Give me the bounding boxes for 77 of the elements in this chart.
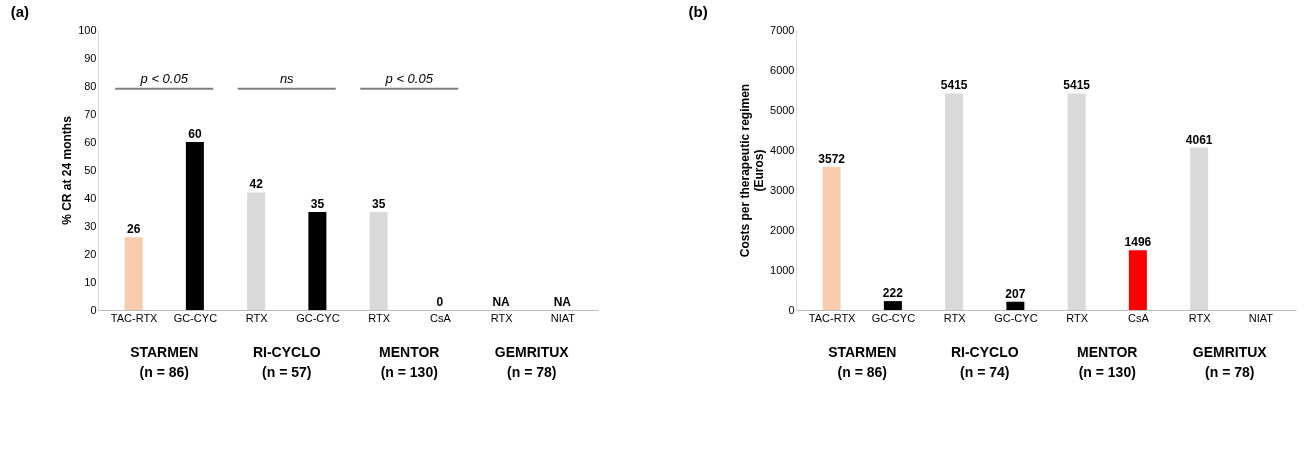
y-tick-label: 3000 <box>770 183 795 196</box>
data-label: 26 <box>126 222 141 237</box>
y-tick-label: 90 <box>84 51 97 64</box>
x-tick-label: GC-CYC <box>173 311 218 324</box>
x-tick-label: CsA <box>429 311 452 324</box>
text: RI-CYCLO (n = 74) <box>950 344 1019 380</box>
x-tick-label: GC-CYC <box>994 311 1038 324</box>
data-label: 3572 <box>818 152 846 167</box>
data-label: 0 <box>436 295 444 309</box>
y-tick-label: 0 <box>788 303 795 316</box>
x-tick-label: RTX <box>245 311 269 324</box>
text: MENTOR (n = 130) <box>379 344 440 380</box>
bar <box>822 167 841 310</box>
y-tick-label: 40 <box>84 191 97 204</box>
data-label: 35 <box>310 197 325 211</box>
x-tick-label: RTX <box>1188 311 1212 324</box>
bar <box>185 142 204 310</box>
x-tick-label: NIAT <box>550 311 576 324</box>
x-tick-label: RTX <box>490 311 514 324</box>
bar <box>945 93 964 310</box>
chart-title: (a) <box>10 3 29 20</box>
bar <box>1006 301 1025 310</box>
y-tick-label: 6000 <box>770 63 795 76</box>
y-tick-label: 7000 <box>770 23 795 36</box>
y-axis-title: % CR at 24 months <box>60 115 75 225</box>
text: RI-CYCLO (n = 57) <box>252 344 321 380</box>
y-tick-label: 1000 <box>770 263 795 276</box>
text: STARMEN (n = 86) <box>130 344 199 380</box>
y-tick-label: 80 <box>84 79 97 92</box>
y-tick-label: 0 <box>90 303 97 316</box>
y-tick-label: 30 <box>84 219 97 232</box>
x-tick-label: TAC-RTX <box>110 311 159 324</box>
data-label: 42 <box>249 177 264 192</box>
text: MENTOR (n = 130) <box>1077 344 1138 380</box>
text: NA <box>492 295 510 309</box>
bar <box>883 301 902 310</box>
data-label: 4061 <box>1185 132 1213 147</box>
text: NA <box>553 295 572 309</box>
data-label: 1496 <box>1124 235 1152 250</box>
bar <box>1190 147 1209 310</box>
data-label: 5415 <box>940 78 968 93</box>
bar <box>1128 250 1147 310</box>
x-tick-label: NIAT <box>1248 311 1274 324</box>
x-tick-label: RTX <box>1066 311 1089 324</box>
x-tick-label: GC-CYC <box>296 311 340 324</box>
bar <box>247 192 266 310</box>
x-tick-label: CsA <box>1127 311 1150 324</box>
y-tick-label: 70 <box>84 107 97 120</box>
text: GEMRITUX (n = 78) <box>1192 344 1268 380</box>
y-tick-label: 2000 <box>770 223 795 236</box>
bar <box>369 212 388 310</box>
text: GEMRITUX (n = 78) <box>494 344 570 380</box>
y-tick-label: 4000 <box>770 143 795 156</box>
y-tick-label: 5000 <box>770 103 795 116</box>
y-tick-label: 100 <box>78 23 97 36</box>
y-tick-label: 10 <box>84 275 97 288</box>
x-tick-label: GC-CYC <box>871 311 916 324</box>
data-label: 5415 <box>1063 78 1091 93</box>
annotation: ns <box>279 70 295 86</box>
bar <box>124 237 143 310</box>
y-tick-label: 60 <box>84 135 97 148</box>
annotation: p < 0.05 <box>139 70 189 86</box>
y-tick-label: 50 <box>84 163 97 176</box>
x-tick-label: RTX <box>943 311 967 324</box>
y-tick-label: 20 <box>84 247 97 260</box>
y-axis-title: Costs per therapeutic regimen (Euros) <box>738 83 767 258</box>
data-label: 60 <box>188 127 202 141</box>
bar <box>308 212 327 310</box>
data-label: 207 <box>1005 286 1026 301</box>
x-tick-label: TAC-RTX <box>808 311 857 324</box>
chart-title: (b) <box>688 3 708 20</box>
data-label: 222 <box>882 286 904 301</box>
bar <box>1067 93 1086 310</box>
x-tick-label: RTX <box>368 311 391 324</box>
data-label: 35 <box>371 197 386 211</box>
annotation: p < 0.05 <box>384 70 434 86</box>
text: STARMEN (n = 86) <box>828 344 897 380</box>
